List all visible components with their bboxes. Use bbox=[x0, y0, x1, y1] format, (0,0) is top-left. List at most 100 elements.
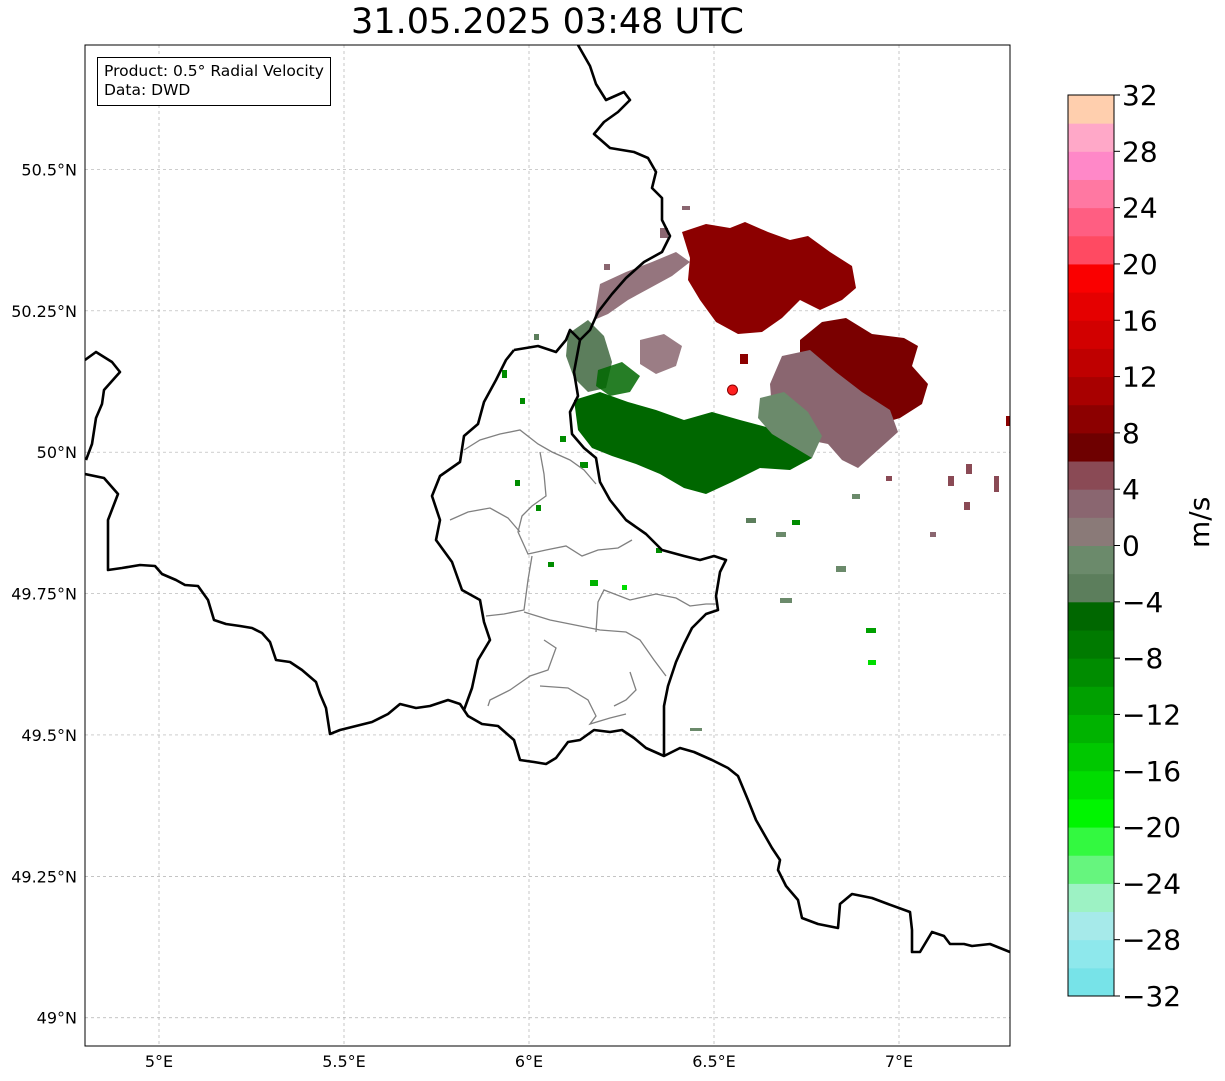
colorbar-segment bbox=[1068, 798, 1114, 828]
radar-echoes bbox=[502, 206, 1010, 731]
colorbar-segment bbox=[1068, 179, 1114, 209]
colorbar-segment bbox=[1068, 207, 1114, 237]
lat-tick-label: 50°N bbox=[37, 443, 77, 462]
colorbar-segment bbox=[1068, 911, 1114, 941]
colorbar-segment bbox=[1068, 123, 1114, 152]
colorbar-segment bbox=[1068, 263, 1114, 293]
echo-speck bbox=[930, 532, 936, 537]
echo-speck bbox=[682, 206, 690, 210]
colorbar-segment bbox=[1068, 545, 1114, 575]
echo-area-mauve-center bbox=[640, 334, 682, 374]
echo-area-mauve-east bbox=[770, 350, 898, 468]
colorbar-tick-label: −28 bbox=[1122, 924, 1180, 957]
echo-speck bbox=[534, 334, 539, 340]
colorbar-segment bbox=[1068, 151, 1114, 180]
colorbar-tick-label: 32 bbox=[1122, 80, 1158, 112]
echo-area-red-north bbox=[682, 222, 856, 334]
echo-speck bbox=[656, 548, 662, 553]
echo-speck bbox=[548, 562, 554, 567]
colorbar-segment bbox=[1068, 432, 1114, 462]
border-belgium-north bbox=[85, 350, 122, 461]
colorbar-tick-label: 24 bbox=[1122, 192, 1158, 225]
lat-tick-label: 50.5°N bbox=[21, 160, 77, 179]
colorbar-segment bbox=[1068, 573, 1114, 603]
colorbar-segment bbox=[1068, 629, 1114, 659]
colorbar-unit-label: m/s bbox=[1183, 496, 1216, 548]
colorbar-segments bbox=[1068, 95, 1114, 997]
canton-line bbox=[463, 429, 597, 485]
echo-speck bbox=[948, 476, 954, 486]
colorbar-segment bbox=[1068, 658, 1114, 687]
echo-speck bbox=[994, 476, 999, 492]
colorbar-segment bbox=[1068, 376, 1114, 406]
echo-speck bbox=[690, 728, 702, 731]
echo-area-mauve-north bbox=[594, 252, 690, 320]
colorbar-tick-label: −32 bbox=[1122, 980, 1180, 1013]
map-frame bbox=[84, 44, 1011, 1047]
data-source-label: Data: DWD bbox=[104, 81, 191, 99]
lon-tick-label: 6°E bbox=[515, 1052, 543, 1071]
echo-speck bbox=[536, 505, 541, 511]
canton-line bbox=[449, 507, 521, 533]
echo-speck bbox=[590, 580, 598, 586]
echo-area-green-pale bbox=[596, 362, 640, 396]
echo-speck bbox=[852, 494, 860, 499]
colorbar-tick-label: −8 bbox=[1122, 642, 1163, 675]
country-borders bbox=[85, 45, 1010, 954]
product-info-box: Product: 0.5° Radial Velocity Data: DWD bbox=[97, 57, 331, 106]
lon-tick-label: 7°E bbox=[885, 1052, 913, 1071]
colorbar-segment bbox=[1068, 235, 1114, 265]
radar-site-marker bbox=[727, 384, 738, 396]
echo-speck bbox=[520, 398, 525, 404]
echo-speck bbox=[866, 628, 876, 633]
colorbar-tick-label: 0 bbox=[1122, 530, 1140, 563]
echo-speck bbox=[776, 532, 786, 537]
lat-tick-label: 49°N bbox=[37, 1009, 77, 1028]
map-title: 31.05.2025 03:48 UTC bbox=[351, 2, 744, 42]
colorbar-segment bbox=[1068, 939, 1114, 969]
colorbar-tick-label: −20 bbox=[1122, 811, 1180, 844]
colorbar-segment bbox=[1068, 855, 1114, 884]
map-background bbox=[85, 45, 1010, 1046]
colorbar-segment bbox=[1068, 967, 1114, 997]
lat-tick-label: 49.75°N bbox=[11, 585, 77, 604]
colorbar-tick-label: −12 bbox=[1122, 698, 1180, 731]
colorbar-tick-label: 8 bbox=[1122, 417, 1140, 450]
colorbar-segment bbox=[1068, 292, 1114, 321]
border-france-belgium bbox=[85, 472, 1010, 954]
colorbar-segment bbox=[1068, 348, 1114, 378]
colorbar-tick-label: 28 bbox=[1122, 135, 1158, 168]
longitude-tick-labels: 5°E 5.5°E 6°E 6.5°E 7°E bbox=[145, 1052, 913, 1071]
echo-speck bbox=[740, 354, 748, 364]
product-label: Product: 0.5° Radial Velocity bbox=[104, 62, 324, 80]
colorbar-tick-labels: 32 28 24 20 16 12 8 4 0 −4 −8 −12 −16 −20 −24 −28 −32 bbox=[1114, 80, 1180, 1013]
colorbar-tick-label: 12 bbox=[1122, 361, 1158, 394]
border-belgium-germany bbox=[576, 45, 672, 341]
echo-speck bbox=[622, 585, 627, 590]
colorbar-segment bbox=[1068, 827, 1114, 856]
colorbar-tick-label: −24 bbox=[1122, 867, 1180, 900]
echo-area-red-east bbox=[800, 318, 928, 424]
echo-speck bbox=[604, 264, 610, 270]
echo-area-green-east bbox=[758, 392, 822, 458]
colorbar-segment bbox=[1068, 404, 1114, 434]
echo-speck bbox=[1006, 416, 1010, 426]
lon-tick-label: 6.5°E bbox=[692, 1052, 736, 1071]
canton-line bbox=[487, 639, 557, 707]
echo-speck bbox=[580, 462, 588, 468]
latitude-tick-labels: 50.5°N 50.25°N 50°N 49.75°N 49.5°N 49.25°N 49°… bbox=[11, 160, 77, 1027]
echo-speck bbox=[660, 228, 668, 238]
colorbar-segment bbox=[1068, 461, 1114, 490]
echo-speck bbox=[966, 464, 972, 474]
colorbar-segment bbox=[1068, 686, 1114, 715]
lat-tick-label: 49.25°N bbox=[11, 867, 77, 886]
colorbar-segment bbox=[1068, 320, 1114, 349]
echo-speck bbox=[836, 566, 846, 572]
colorbar-segment bbox=[1068, 883, 1114, 913]
velocity-colorbar: 32 28 24 20 16 12 8 4 0 −4 −8 −12 −16 −20 −24 −28 −32 bbox=[1067, 80, 1180, 1013]
colorbar-tick-label: 16 bbox=[1122, 304, 1158, 337]
colorbar-segment bbox=[1068, 770, 1114, 800]
canton-line bbox=[517, 451, 633, 557]
colorbar-segment bbox=[1068, 517, 1114, 546]
echo-speck bbox=[746, 518, 756, 523]
